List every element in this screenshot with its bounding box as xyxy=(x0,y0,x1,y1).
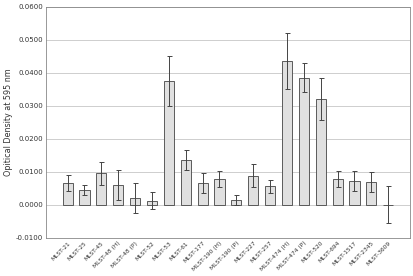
Bar xyxy=(214,179,224,205)
Bar xyxy=(130,198,140,205)
Bar xyxy=(62,183,72,205)
Bar xyxy=(197,183,207,205)
Bar xyxy=(264,187,275,205)
Bar xyxy=(79,190,89,205)
Bar xyxy=(247,176,258,205)
Bar xyxy=(366,182,375,205)
Bar xyxy=(332,179,342,205)
Bar xyxy=(349,181,358,205)
Bar xyxy=(315,99,325,205)
Bar xyxy=(96,173,106,205)
Bar xyxy=(164,81,173,205)
Bar xyxy=(281,61,291,205)
Bar xyxy=(231,200,241,205)
Bar xyxy=(180,160,190,205)
Bar xyxy=(147,201,157,205)
Bar xyxy=(298,78,308,205)
Y-axis label: Opitical Density at 595 nm: Opitical Density at 595 nm xyxy=(4,68,13,176)
Bar xyxy=(113,185,123,205)
